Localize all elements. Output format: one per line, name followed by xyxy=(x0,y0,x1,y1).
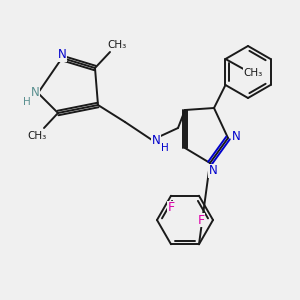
Text: CH₃: CH₃ xyxy=(244,68,263,78)
Text: H: H xyxy=(23,97,31,107)
Text: F: F xyxy=(197,214,205,226)
Text: N: N xyxy=(152,134,160,146)
Text: N: N xyxy=(31,86,39,100)
Text: F: F xyxy=(167,201,175,214)
Text: CH₃: CH₃ xyxy=(107,40,127,50)
Text: N: N xyxy=(208,164,217,178)
Text: N: N xyxy=(232,130,240,143)
Text: CH₃: CH₃ xyxy=(27,131,46,141)
Text: H: H xyxy=(161,143,169,153)
Text: N: N xyxy=(58,49,66,62)
